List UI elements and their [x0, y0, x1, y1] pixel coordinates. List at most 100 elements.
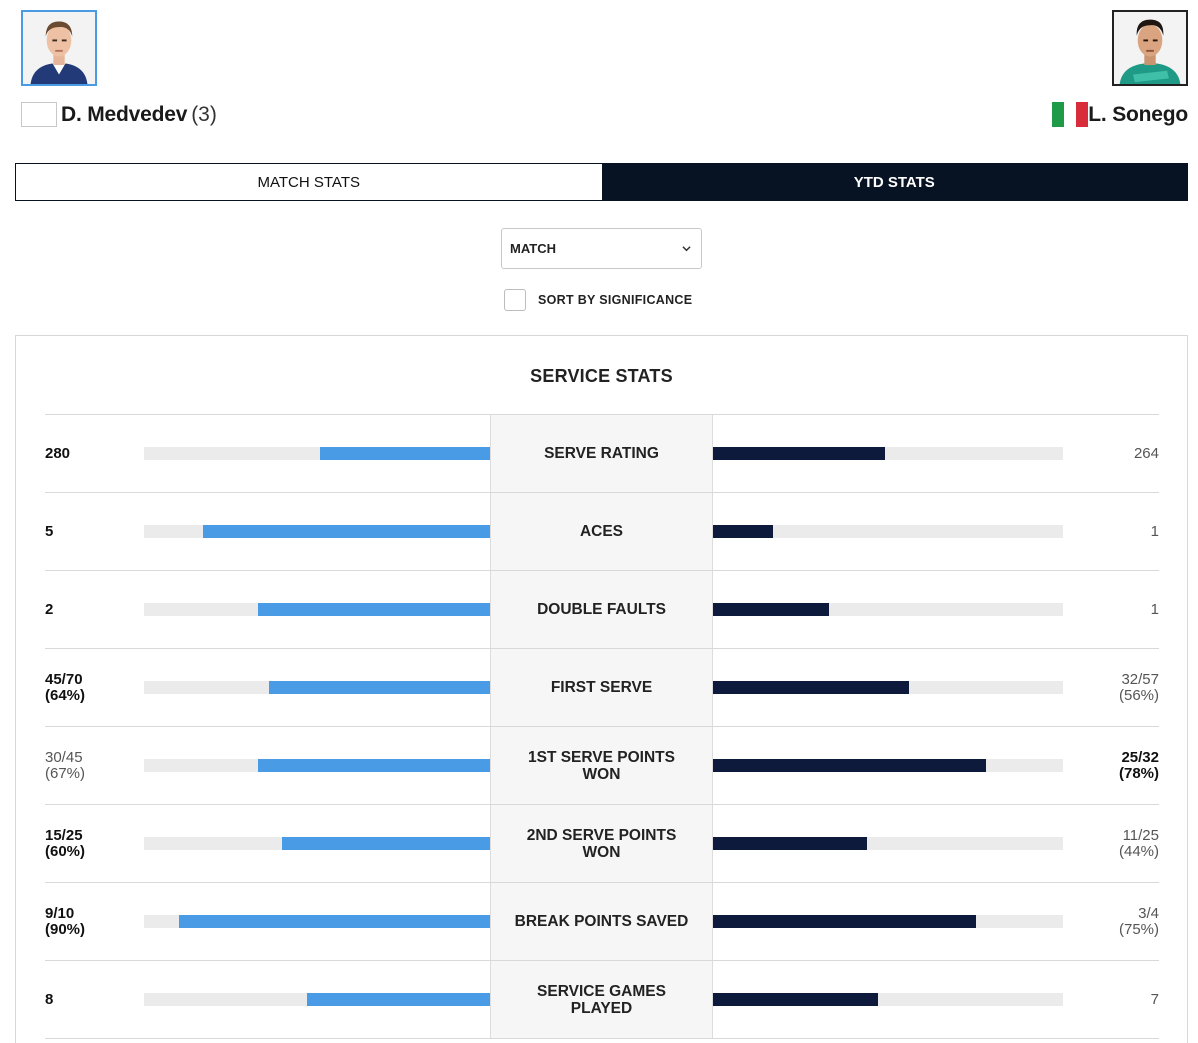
left-value-line: 45/70	[45, 670, 83, 688]
stat-label: SERVE RATING	[490, 415, 713, 492]
left-value-text: 5	[45, 523, 53, 540]
left-value-text: 8	[45, 990, 54, 1008]
player-left-seed: (3)	[191, 102, 217, 126]
left-value-text: 2	[45, 601, 53, 618]
right-player-value: 7	[1151, 961, 1159, 1038]
left-value-line: 9/10	[45, 904, 75, 922]
stat-row: 280 SERVE RATING 264	[45, 415, 1159, 493]
left-value-line: (64%)	[45, 686, 86, 704]
left-bar-fill	[306, 993, 490, 1006]
left-value-line: 8	[45, 990, 54, 1008]
stat-label: SERVICE GAMES PLAYED	[490, 961, 713, 1038]
right-bar-track	[713, 993, 1063, 1006]
stat-row: 15/25 (60%) 2ND SERVE POINTS WON 11/25 (44%)	[45, 805, 1159, 883]
right-bar-fill	[713, 915, 976, 928]
left-value-line: (67%)	[45, 764, 86, 782]
right-value-line: (78%)	[1118, 764, 1159, 782]
stats-tabs: MATCH STATS YTD STATS	[15, 163, 1188, 201]
tab-match-stats[interactable]: MATCH STATS	[16, 164, 602, 200]
right-bar-track	[713, 915, 1063, 928]
player-right: L. Sonego	[1052, 10, 1188, 127]
right-value-text: 7	[1150, 990, 1159, 1008]
left-bar-track	[144, 993, 490, 1006]
left-bar-fill	[202, 525, 490, 538]
left-player-value: 9/10 (90%)	[45, 883, 85, 960]
player-right-name[interactable]: L. Sonego	[1088, 102, 1188, 126]
player-right-name-row: L. Sonego	[1052, 102, 1188, 127]
stat-row: 2 DOUBLE FAULTS 1	[45, 571, 1159, 649]
right-bar-fill	[713, 525, 773, 538]
left-bar-track	[144, 681, 490, 694]
right-player-value: 3/4 (75%)	[1119, 883, 1159, 960]
left-bar-fill	[178, 915, 490, 928]
right-value-line: 7	[1150, 990, 1159, 1008]
right-value-line: (75%)	[1118, 920, 1159, 938]
right-bar-fill	[713, 837, 867, 850]
stat-label: ACES	[490, 493, 713, 570]
player-left-name-row: D. Medvedev (3)	[21, 102, 217, 127]
tab-ytd-stats[interactable]: YTD STATS	[601, 164, 1187, 200]
sort-checkbox[interactable]	[504, 289, 526, 311]
match-filter-select[interactable]: MATCH	[501, 228, 702, 269]
left-player-value: 2	[45, 571, 53, 648]
right-player-value: 264	[1134, 415, 1159, 492]
left-bar-track	[144, 603, 490, 616]
stat-label: 2ND SERVE POINTS WON	[490, 805, 713, 882]
right-bar-fill	[713, 447, 885, 460]
right-value-line: 11/25	[1122, 826, 1159, 844]
left-bar-fill	[268, 681, 490, 694]
left-bar-track	[144, 447, 490, 460]
right-bar-track	[713, 759, 1063, 772]
left-bar-fill	[258, 759, 490, 772]
right-player-value: 25/32 (78%)	[1119, 727, 1159, 804]
right-bar-fill	[713, 993, 878, 1006]
left-value-line: 30/45	[45, 748, 83, 766]
left-bar-fill	[258, 603, 490, 616]
stat-label: BREAK POINTS SAVED	[490, 883, 713, 960]
left-bar-fill	[282, 837, 490, 850]
right-value-text: 1	[1151, 601, 1159, 618]
player-right-photo	[1114, 12, 1186, 84]
service-stats-panel: SERVICE STATS 280 SERVE RATING 264 5 ACES 1 2 D…	[15, 335, 1188, 1043]
left-value-text: 45/70 (64%)	[45, 670, 86, 704]
left-player-value: 280	[45, 415, 70, 492]
left-player-value: 8	[45, 961, 53, 1038]
stat-row: 9/10 (90%) BREAK POINTS SAVED 3/4 (75%)	[45, 883, 1159, 961]
right-value-text: 1	[1150, 522, 1159, 540]
right-value-text: 25/32 (78%)	[1118, 748, 1159, 782]
right-bar-track	[713, 447, 1063, 460]
right-value-line: 1	[1150, 522, 1159, 540]
right-value-line: 32/57	[1121, 670, 1159, 688]
right-bar-fill	[713, 759, 986, 772]
sort-label: SORT BY SIGNIFICANCE	[538, 293, 693, 307]
right-value-line: 25/32	[1121, 748, 1159, 766]
player-right-avatar[interactable]	[1112, 10, 1188, 86]
left-player-value: 30/45 (67%)	[45, 727, 85, 804]
player-left-name[interactable]: D. Medvedev	[61, 102, 188, 126]
left-bar-track	[144, 915, 490, 928]
right-value-text: 11/25 (44%)	[1118, 826, 1159, 860]
stat-row: 45/70 (64%) FIRST SERVE 32/57 (56%)	[45, 649, 1159, 727]
right-value-text: 3/4 (75%)	[1118, 905, 1159, 938]
right-bar-fill	[713, 681, 909, 694]
right-bar-track	[713, 603, 1063, 616]
right-player-value: 11/25 (44%)	[1119, 805, 1159, 882]
right-bar-fill	[713, 603, 829, 616]
right-player-value: 1	[1151, 571, 1159, 648]
right-value-line: (44%)	[1118, 842, 1159, 860]
stat-label: FIRST SERVE	[490, 649, 713, 726]
left-value-line: 280	[45, 444, 71, 462]
stats-rows: 280 SERVE RATING 264 5 ACES 1 2 DOUBLE FAULTS 1 4…	[45, 414, 1159, 1039]
left-value-line: (90%)	[45, 920, 86, 938]
left-player-value: 15/25 (60%)	[45, 805, 85, 882]
left-player-value: 45/70 (64%)	[45, 649, 85, 726]
stat-row: 8 SERVICE GAMES PLAYED 7	[45, 961, 1159, 1039]
stat-label: DOUBLE FAULTS	[490, 571, 713, 648]
right-player-value: 32/57 (56%)	[1119, 649, 1159, 726]
left-bar-track	[144, 759, 490, 772]
match-filter-value: MATCH	[510, 241, 556, 256]
right-value-line: 264	[1133, 444, 1159, 462]
right-value-text: 264	[1133, 444, 1159, 462]
player-left-avatar[interactable]	[21, 10, 97, 86]
player-left-flag-icon	[21, 102, 57, 127]
